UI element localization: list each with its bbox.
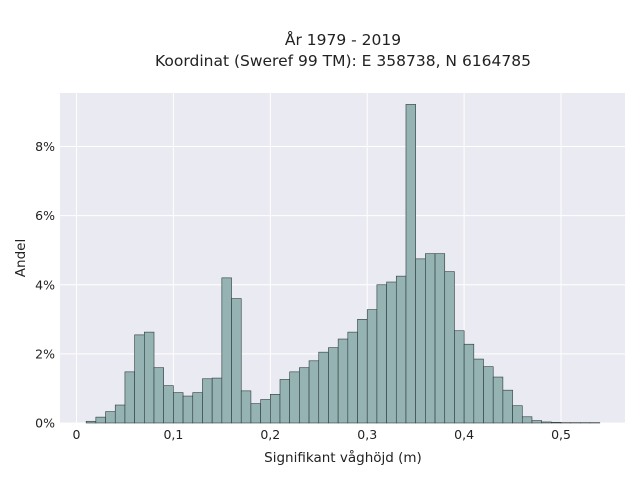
histogram-bar: [366, 309, 378, 424]
histogram-bar: [144, 331, 155, 424]
histogram-bar: [347, 331, 358, 424]
y-tick-label: 0%: [35, 416, 55, 431]
histogram-bar: [454, 330, 465, 424]
y-tick-label: 8%: [35, 139, 55, 154]
histogram-bar: [376, 284, 387, 424]
histogram-bar: [95, 416, 106, 424]
histogram-bar: [240, 390, 252, 424]
histogram-bar: [492, 376, 504, 424]
histogram-bar: [192, 392, 203, 424]
histogram-bar: [260, 399, 271, 424]
histogram-bar: [405, 104, 416, 424]
histogram-bar: [182, 395, 194, 424]
histogram-bar: [541, 421, 552, 424]
y-tick-label: 4%: [35, 277, 55, 292]
x-tick-label: 0,4: [454, 427, 474, 442]
histogram-bar: [114, 404, 126, 424]
histogram-bar: [270, 394, 281, 424]
x-tick-label: 0,5: [551, 427, 571, 442]
histogram-bar: [299, 367, 310, 424]
histogram-bar: [211, 377, 223, 424]
histogram-bar: [318, 351, 329, 424]
x-axis-label: Signifikant våghöjd (m): [264, 449, 422, 466]
histogram-bar: [279, 379, 290, 424]
histogram-bars: [85, 104, 601, 424]
histogram-bar: [328, 347, 339, 424]
histogram-bar: [483, 366, 494, 424]
histogram-bar: [463, 343, 475, 424]
chart-title-line-2: Koordinat (Sweref 99 TM): E 358738, N 61…: [155, 52, 531, 70]
histogram-bar: [85, 420, 97, 424]
histogram-bar: [105, 411, 116, 424]
histogram-bar: [531, 420, 542, 424]
x-tick-label: 0,1: [163, 427, 183, 442]
histogram-bar: [202, 378, 213, 424]
histogram-bar: [521, 416, 533, 424]
histogram-bar: [173, 392, 184, 424]
histogram-bar: [134, 334, 145, 424]
histogram-bar: [153, 367, 164, 424]
y-tick-label: 2%: [35, 346, 55, 361]
histogram-bar: [124, 371, 135, 424]
x-tick-label: 0,3: [357, 427, 377, 442]
histogram-bar: [337, 338, 349, 424]
histogram-bar: [250, 403, 261, 424]
x-tick-label: 0,2: [260, 427, 280, 442]
histogram-bar: [415, 258, 426, 424]
histogram-bar: [231, 298, 242, 424]
y-axis-ticks: 0% 2% 4% 6% 8%: [35, 139, 55, 430]
histogram-bar: [473, 358, 484, 424]
histogram-bar: [289, 371, 300, 424]
histogram-bar: [221, 277, 232, 424]
histogram-bar: [512, 405, 523, 424]
histogram-bar: [386, 281, 397, 424]
histogram-bar: [163, 385, 174, 424]
y-tick-label: 6%: [35, 208, 55, 223]
histogram-bar: [308, 360, 320, 424]
histogram-bar: [444, 271, 455, 424]
x-tick-label: 0: [72, 427, 80, 442]
y-axis-label: Andel: [13, 239, 29, 277]
histogram-bar: [502, 389, 513, 424]
histogram-bar: [434, 253, 446, 424]
histogram-bar: [357, 319, 368, 424]
histogram-bar: [395, 275, 407, 424]
histogram-bar: [551, 422, 562, 424]
x-axis-ticks: 0 0,1 0,2 0,3 0,4 0,5: [72, 427, 570, 442]
chart-title-line-1: År 1979 - 2019: [285, 30, 401, 49]
histogram-bar: [425, 253, 436, 424]
